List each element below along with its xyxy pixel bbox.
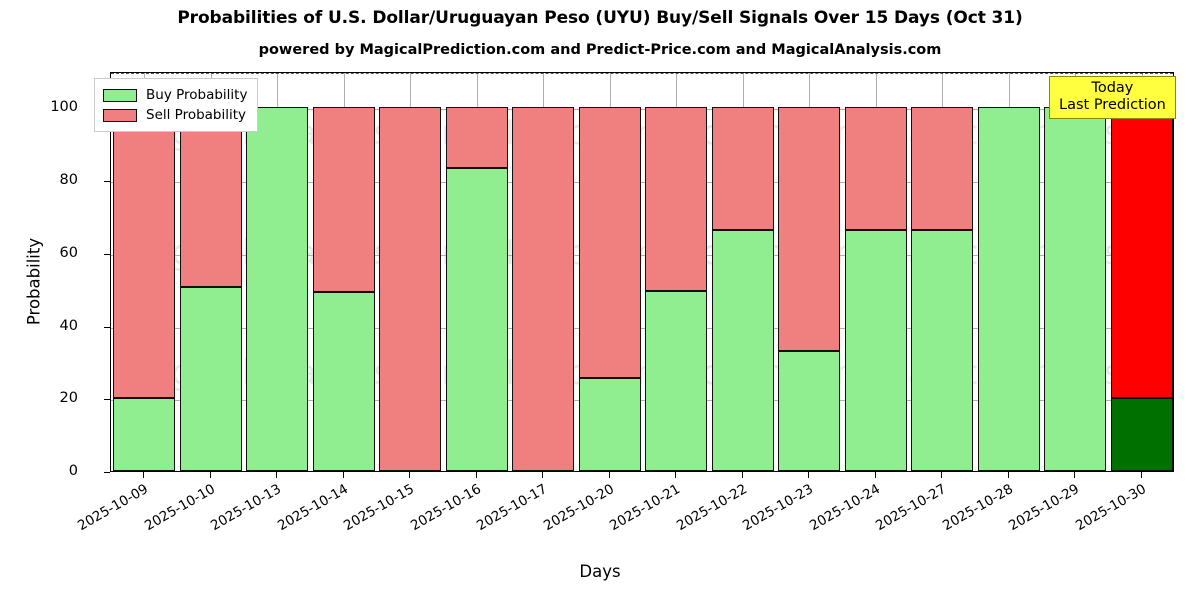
bar-segment-buy[interactable] <box>977 107 1040 471</box>
grid-line-horizontal <box>111 254 1173 256</box>
bar-group[interactable] <box>312 73 375 471</box>
y-axis-label: Probability <box>24 237 44 326</box>
y-axis-tick-mark <box>104 181 110 183</box>
x-axis-tick-mark <box>342 472 344 478</box>
bar-segment-sell[interactable] <box>645 107 708 291</box>
bar-segment-buy[interactable] <box>911 229 974 471</box>
bar-segment-buy[interactable] <box>1110 398 1173 471</box>
y-axis-tick-label: 0 <box>68 463 78 479</box>
bar-group[interactable] <box>512 73 575 471</box>
today-annotation: Today Last Prediction <box>1049 76 1176 120</box>
grid-line-horizontal <box>111 182 1173 184</box>
bar-group[interactable] <box>379 73 442 471</box>
bar-group[interactable] <box>911 73 974 471</box>
bar-segment-buy[interactable] <box>645 291 708 471</box>
y-axis-tick-mark <box>104 399 110 401</box>
bar-group[interactable] <box>113 73 176 471</box>
bar-segment-buy[interactable] <box>312 292 375 471</box>
bar-segment-sell[interactable] <box>379 107 442 471</box>
legend-swatch-icon <box>103 108 137 122</box>
x-axis-tick-mark <box>808 472 810 478</box>
today-annotation-line2: Last Prediction <box>1059 96 1166 113</box>
x-axis-tick-mark <box>1140 472 1142 478</box>
bar-segment-buy[interactable] <box>113 398 176 471</box>
x-axis-tick-mark <box>1007 472 1009 478</box>
chart-title: Probabilities of U.S. Dollar/Uruguayan P… <box>177 8 1023 28</box>
bar-group[interactable] <box>711 73 774 471</box>
x-axis-tick-mark <box>675 472 677 478</box>
x-axis-tick-mark <box>542 472 544 478</box>
y-axis-tick-label: 40 <box>59 317 78 334</box>
bar-segment-sell[interactable] <box>844 107 907 230</box>
bar-segment-sell[interactable] <box>179 107 242 288</box>
y-axis-tick-mark <box>104 253 110 255</box>
plot-area: MagicalAnalysis.com MagicalPrediction.co… <box>110 72 1174 472</box>
bar-segment-sell[interactable] <box>113 107 176 399</box>
bar-group[interactable] <box>977 73 1040 471</box>
reference-dashed-line <box>111 73 1173 74</box>
bar-group[interactable] <box>445 73 508 471</box>
today-annotation-line1: Today <box>1091 80 1134 96</box>
grid-line-horizontal <box>111 400 1173 402</box>
x-axis-tick-mark <box>209 472 211 478</box>
bar-segment-buy[interactable] <box>844 229 907 471</box>
y-axis-tick-label: 60 <box>59 244 78 261</box>
bar-segment-sell[interactable] <box>1110 107 1173 399</box>
x-axis-tick-mark <box>1074 472 1076 478</box>
bar-group[interactable] <box>1044 73 1107 471</box>
x-axis-tick-mark <box>276 472 278 478</box>
bar-segment-sell[interactable] <box>445 107 508 169</box>
bar-segment-sell[interactable] <box>578 107 641 379</box>
y-axis-tick-mark <box>104 326 110 328</box>
bar-group[interactable] <box>844 73 907 471</box>
x-axis-tick-mark <box>874 472 876 478</box>
y-axis-tick-mark <box>104 472 110 474</box>
legend-item-label: Buy Probability <box>146 87 248 103</box>
bar-group[interactable] <box>578 73 641 471</box>
bar-segment-sell[interactable] <box>711 107 774 230</box>
legend-item[interactable]: Sell Probability <box>103 105 247 125</box>
x-axis-tick-mark <box>941 472 943 478</box>
bar-segment-sell[interactable] <box>911 107 974 230</box>
bar-segment-sell[interactable] <box>512 107 575 471</box>
chart-subtitle: powered by MagicalPrediction.com and Pre… <box>258 42 942 58</box>
grid-line-horizontal <box>111 327 1173 329</box>
x-axis-tick-mark <box>608 472 610 478</box>
legend-item-label: Sell Probability <box>146 107 247 123</box>
bar-segment-sell[interactable] <box>312 107 375 293</box>
chart-legend: Buy Probability Sell Probability <box>94 78 259 132</box>
x-axis-tick-mark <box>475 472 477 478</box>
bar-group[interactable] <box>246 73 309 471</box>
x-axis-tick-mark <box>143 472 145 478</box>
y-axis-tick-label: 100 <box>50 99 78 116</box>
bar-segment-sell[interactable] <box>778 107 841 352</box>
bar-segment-buy[interactable] <box>778 351 841 471</box>
bar-group[interactable] <box>645 73 708 471</box>
bar-group-today[interactable] <box>1110 73 1173 471</box>
x-axis-label: Days <box>579 562 621 581</box>
bar-segment-buy[interactable] <box>445 168 508 471</box>
grid-line-horizontal <box>111 109 1173 111</box>
legend-item[interactable]: Buy Probability <box>103 85 247 105</box>
bar-segment-buy[interactable] <box>179 287 242 471</box>
bar-segment-buy[interactable] <box>578 378 641 471</box>
y-axis-tick-label: 20 <box>59 390 78 407</box>
bar-group[interactable] <box>179 73 242 471</box>
x-axis-tick-mark <box>741 472 743 478</box>
legend-swatch-icon <box>103 88 137 102</box>
x-axis-tick-mark <box>409 472 411 478</box>
bar-segment-buy[interactable] <box>711 229 774 471</box>
bar-segment-buy[interactable] <box>246 107 309 471</box>
y-axis-tick-label: 80 <box>59 172 78 189</box>
bar-segment-buy[interactable] <box>1044 107 1107 471</box>
bar-group[interactable] <box>778 73 841 471</box>
